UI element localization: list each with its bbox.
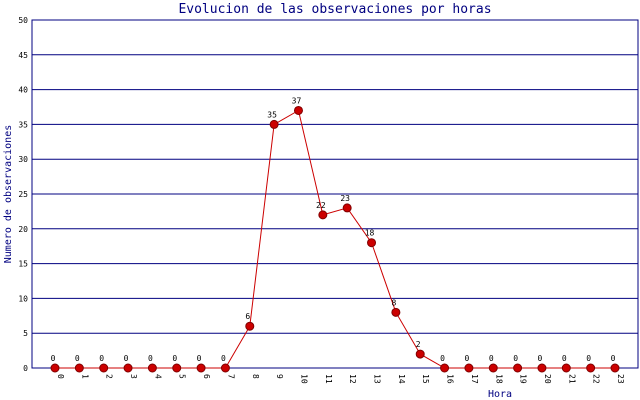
x-tick-label: 8: [251, 374, 260, 379]
data-label: 37: [292, 96, 302, 105]
x-tick-label: 15: [421, 374, 430, 384]
data-label: 0: [148, 354, 153, 363]
data-point: [269, 119, 279, 129]
data-point: [367, 238, 377, 248]
data-point: [464, 363, 474, 373]
y-tick-label: 45: [18, 51, 28, 60]
x-tick-label: 0: [56, 374, 65, 379]
data-label: 0: [513, 354, 518, 363]
chart-title: Evolucion de las observaciones por horas: [178, 2, 491, 17]
data-label: 35: [267, 110, 277, 119]
data-label: 6: [245, 312, 250, 321]
data-point: [196, 363, 206, 373]
x-tick-label: 7: [226, 374, 235, 379]
data-point: [147, 363, 157, 373]
y-tick-label: 0: [23, 364, 28, 373]
data-point: [537, 363, 547, 373]
data-label: 8: [391, 298, 396, 307]
data-label: 0: [124, 354, 129, 363]
data-point: [415, 349, 425, 359]
data-point: [513, 363, 523, 373]
data-label: 0: [221, 354, 226, 363]
data-label: 0: [75, 354, 80, 363]
data-point: [440, 363, 450, 373]
x-tick-label: 4: [153, 374, 162, 379]
x-tick-label: 1: [80, 374, 89, 379]
data-label: 0: [197, 354, 202, 363]
x-tick-label: 9: [275, 374, 284, 379]
x-tick-label: 13: [373, 374, 382, 384]
y-tick-label: 50: [18, 16, 28, 25]
data-label: 0: [489, 354, 494, 363]
data-point: [318, 210, 328, 220]
x-tick-label: 22: [592, 374, 601, 384]
data-point: [488, 363, 498, 373]
data-point: [99, 363, 109, 373]
y-tick-label: 35: [18, 120, 28, 129]
data-point: [561, 363, 571, 373]
data-point: [172, 363, 182, 373]
x-tick-label: 12: [348, 374, 357, 384]
y-tick-label: 20: [18, 225, 28, 234]
data-point: [610, 363, 620, 373]
x-tick-label: 5: [178, 374, 187, 379]
data-label: 0: [562, 354, 567, 363]
data-point: [220, 363, 230, 373]
data-label: 22: [316, 201, 326, 210]
x-tick-label: 21: [567, 374, 576, 384]
data-label: 0: [99, 354, 104, 363]
y-tick-label: 40: [18, 86, 28, 95]
data-point: [293, 105, 303, 115]
data-label: 0: [586, 354, 591, 363]
x-tick-label: 16: [446, 374, 455, 384]
data-point: [391, 307, 401, 317]
x-tick-label: 18: [494, 374, 503, 384]
data-label: 0: [51, 354, 56, 363]
x-tick-label: 2: [105, 374, 114, 379]
y-axis-title: Numero de observaciones: [3, 125, 14, 263]
data-label: 0: [172, 354, 177, 363]
data-point: [123, 363, 133, 373]
data-label: 0: [538, 354, 543, 363]
x-tick-label: 6: [202, 374, 211, 379]
x-tick-label: 3: [129, 374, 138, 379]
y-tick-label: 10: [18, 294, 28, 303]
y-tick-label: 5: [23, 329, 28, 338]
data-point: [342, 203, 352, 213]
x-tick-label: 10: [299, 374, 308, 384]
y-tick-label: 15: [18, 260, 28, 269]
x-tick-label: 14: [397, 374, 406, 384]
data-label: 23: [340, 194, 350, 203]
data-point: [586, 363, 596, 373]
x-tick-label: 20: [543, 374, 552, 384]
data-label: 2: [416, 340, 421, 349]
data-point: [245, 321, 255, 331]
data-point: [74, 363, 84, 373]
x-axis-title: Hora: [488, 389, 512, 400]
x-tick-label: 19: [519, 374, 528, 384]
x-tick-label: 17: [470, 374, 479, 384]
data-point: [50, 363, 60, 373]
data-label: 0: [611, 354, 616, 363]
y-tick-label: 30: [18, 155, 28, 164]
data-label: 0: [464, 354, 469, 363]
y-tick-label: 25: [18, 190, 28, 199]
x-tick-label: 11: [324, 374, 333, 384]
data-label: 0: [440, 354, 445, 363]
x-tick-label: 23: [616, 374, 625, 384]
data-label: 18: [365, 229, 375, 238]
